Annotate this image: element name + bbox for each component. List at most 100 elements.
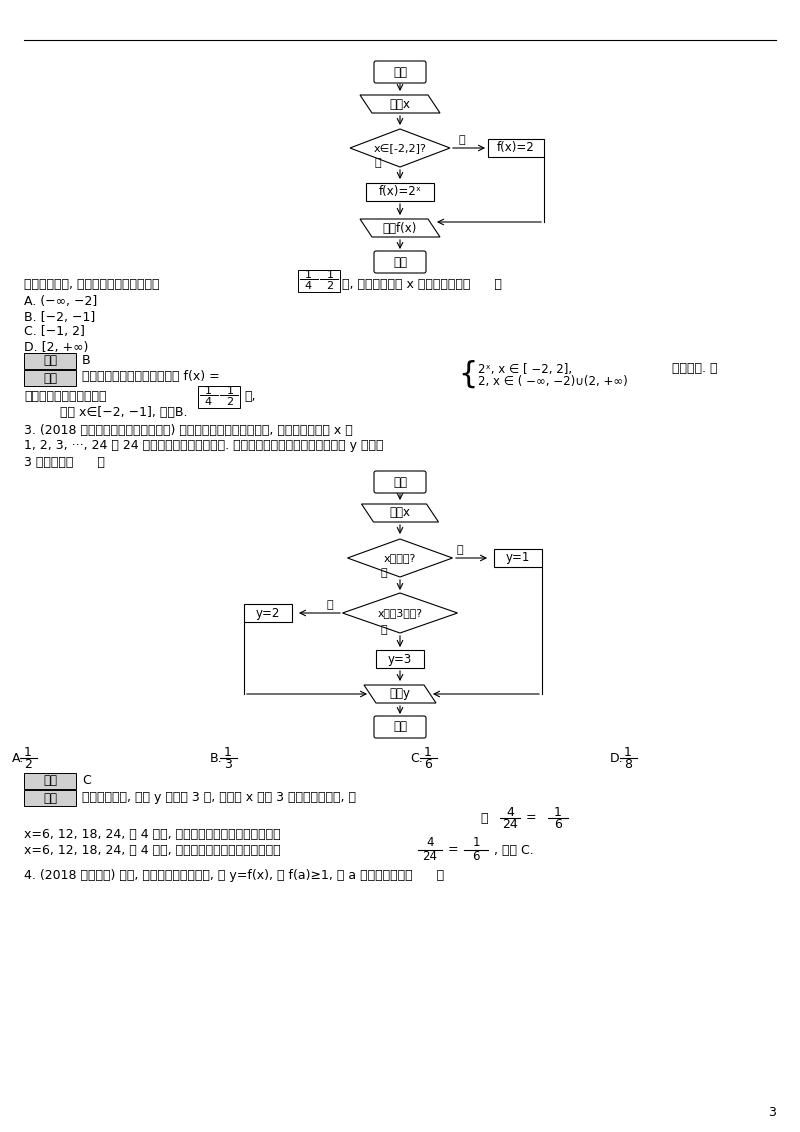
Text: D.: D. — [610, 752, 624, 764]
Text: 否: 否 — [326, 600, 334, 610]
Text: 1: 1 — [224, 746, 232, 758]
Bar — [198, 386, 240, 408]
Text: 开始: 开始 — [393, 475, 407, 489]
Bar — [494, 549, 542, 567]
Text: 2: 2 — [226, 397, 234, 408]
Text: 是: 是 — [381, 568, 387, 578]
Bar — [24, 370, 76, 386]
Text: f(x)=2: f(x)=2 — [497, 142, 535, 154]
Text: 输入x: 输入x — [390, 506, 410, 520]
Polygon shape — [362, 504, 438, 522]
Bar — [24, 790, 76, 806]
FancyBboxPatch shape — [374, 717, 426, 738]
Polygon shape — [342, 593, 458, 633]
Bar — [376, 650, 424, 668]
Text: 所以 x∈[−2, −1], 故选B.: 所以 x∈[−2, −1], 故选B. — [60, 405, 187, 419]
Text: 4: 4 — [305, 281, 311, 291]
Text: 2ˣ, x ∈ [ −2, 2],: 2ˣ, x ∈ [ −2, 2], — [478, 362, 572, 376]
Text: 4: 4 — [506, 806, 514, 818]
Text: 3 的概率为（      ）: 3 的概率为（ ） — [24, 455, 105, 469]
Text: 结束: 结束 — [393, 720, 407, 734]
Bar — [488, 139, 544, 157]
Text: 因为输出的函数值在区间: 因为输出的函数值在区间 — [24, 391, 106, 403]
Text: D. [2, +∞): D. [2, +∞) — [24, 341, 88, 353]
Text: y=2: y=2 — [256, 607, 280, 619]
Text: x=6, 12, 18, 24, 共 4 个数, 由古典概型概率公式可得概率为: x=6, 12, 18, 24, 共 4 个数, 由古典概型概率公式可得概率为 — [24, 843, 281, 857]
Text: 6: 6 — [424, 757, 432, 771]
Text: 阅读程序框图, 如果输出的函数值在区间: 阅读程序框图, 如果输出的函数值在区间 — [24, 278, 159, 292]
Text: 答案: 答案 — [43, 774, 57, 788]
Text: 8: 8 — [624, 757, 632, 771]
Text: 否: 否 — [457, 544, 463, 555]
Text: 的函数值. 又: 的函数值. 又 — [672, 362, 718, 376]
Polygon shape — [360, 218, 440, 237]
Text: x为偶数?: x为偶数? — [384, 554, 416, 563]
Text: 24: 24 — [502, 817, 518, 831]
Text: 2: 2 — [326, 281, 334, 291]
Bar — [24, 353, 76, 369]
Text: A.: A. — [12, 752, 24, 764]
Text: 24: 24 — [422, 850, 438, 864]
Text: y=1: y=1 — [506, 551, 530, 565]
Text: , 故选 C.: , 故选 C. — [494, 843, 534, 857]
Text: A. (−∞, −2]: A. (−∞, −2] — [24, 295, 98, 309]
Bar — [24, 773, 76, 789]
Text: C.: C. — [410, 752, 422, 764]
Text: 内,: 内, — [244, 391, 255, 403]
Text: =: = — [448, 843, 458, 857]
Text: 6: 6 — [472, 850, 480, 864]
Text: 4: 4 — [205, 397, 211, 408]
Text: x∈[-2,2]?: x∈[-2,2]? — [374, 143, 426, 153]
Text: 输出y: 输出y — [390, 687, 410, 701]
Text: 内, 则输入的实数 x 的取值范围是（      ）: 内, 则输入的实数 x 的取值范围是（ ） — [342, 278, 502, 292]
Bar — [366, 183, 434, 201]
Polygon shape — [347, 539, 453, 577]
Text: 3. (2018 湖北天门、仙桃、潜江联考) 某算法的程序框图如图所示, 其中输入的变量 x 在: 3. (2018 湖北天门、仙桃、潜江联考) 某算法的程序框图如图所示, 其中输… — [24, 423, 353, 437]
Text: 输出f(x): 输出f(x) — [383, 222, 417, 234]
Text: 该程序的作用是计算分段函数 f(x) =: 该程序的作用是计算分段函数 f(x) = — [82, 370, 220, 384]
Bar — [298, 271, 340, 292]
Text: 2: 2 — [24, 757, 32, 771]
Text: C: C — [82, 773, 90, 787]
Text: 由程序框图知, 输出 y 的值为 3 时, 输入的 x 应是 3 的倍数且为偶数, 即: 由程序框图知, 输出 y 的值为 3 时, 输入的 x 应是 3 的倍数且为偶数… — [82, 790, 356, 804]
Text: 3: 3 — [768, 1106, 776, 1118]
Text: y=3: y=3 — [388, 652, 412, 666]
Text: 2, x ∈ ( −∞, −2)∪(2, +∞): 2, x ∈ ( −∞, −2)∪(2, +∞) — [478, 376, 628, 388]
Text: 解析: 解析 — [43, 791, 57, 805]
Text: 1: 1 — [472, 837, 480, 849]
FancyBboxPatch shape — [374, 471, 426, 494]
Text: {: { — [458, 360, 478, 388]
Text: 1: 1 — [24, 746, 32, 758]
Text: 否: 否 — [458, 135, 466, 145]
Text: 结束: 结束 — [393, 256, 407, 268]
Text: B.: B. — [210, 752, 222, 764]
FancyBboxPatch shape — [374, 251, 426, 273]
Text: 1: 1 — [205, 386, 211, 396]
Text: f(x)=2ˣ: f(x)=2ˣ — [378, 186, 422, 198]
Text: B. [−2, −1]: B. [−2, −1] — [24, 310, 95, 324]
FancyBboxPatch shape — [374, 61, 426, 83]
Text: 是: 是 — [381, 625, 387, 635]
Text: 6: 6 — [554, 817, 562, 831]
Polygon shape — [350, 129, 450, 168]
Text: C. [−1, 2]: C. [−1, 2] — [24, 326, 85, 338]
Text: 1: 1 — [424, 746, 432, 758]
Text: 1, 2, 3, ···, 24 这 24 个整数中等可能随机产生. 则按程序框图正确编程运行时输出 y 的值为: 1, 2, 3, ···, 24 这 24 个整数中等可能随机产生. 则按程序框… — [24, 439, 383, 453]
Text: 1: 1 — [326, 271, 334, 280]
Text: 1: 1 — [624, 746, 632, 758]
Text: 4. (2018 海南期末) 如图, 给出了一个程序框图, 令 y=f(x), 若 f(a)≥1, 则 a 的取值范围是（      ）: 4. (2018 海南期末) 如图, 给出了一个程序框图, 令 y=f(x), … — [24, 868, 444, 882]
Text: 4: 4 — [426, 837, 434, 849]
Text: 1: 1 — [554, 806, 562, 818]
Polygon shape — [360, 95, 440, 113]
Text: 开始: 开始 — [393, 66, 407, 78]
Text: x能被3整除?: x能被3整除? — [378, 608, 422, 618]
Text: x=6, 12, 18, 24, 共 4 个数, 由古典概型概率公式可得概率为: x=6, 12, 18, 24, 共 4 个数, 由古典概型概率公式可得概率为 — [24, 829, 281, 841]
Polygon shape — [364, 685, 436, 703]
Bar — [244, 604, 292, 621]
Text: 是: 是 — [374, 158, 382, 168]
Text: B: B — [82, 353, 90, 367]
Text: 3: 3 — [224, 757, 232, 771]
Text: 1: 1 — [305, 271, 311, 280]
Text: =: = — [526, 812, 537, 824]
Text: 答案: 答案 — [43, 354, 57, 368]
